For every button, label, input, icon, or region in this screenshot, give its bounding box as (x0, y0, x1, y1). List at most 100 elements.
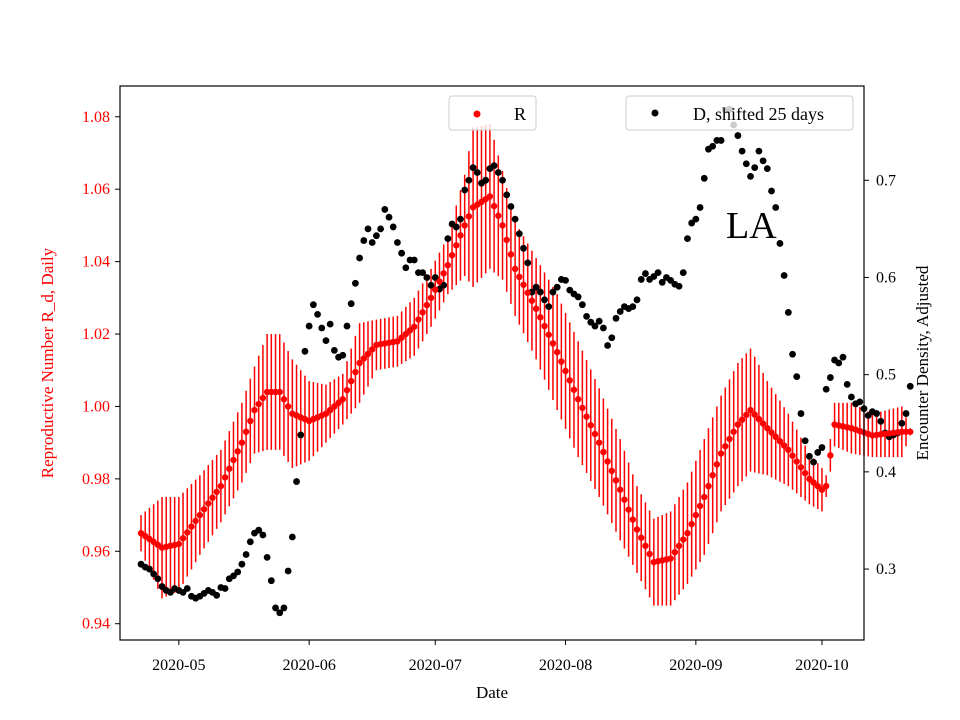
d-point (553, 283, 561, 291)
r-point (612, 477, 620, 484)
r-point (822, 482, 830, 490)
r-point (436, 278, 443, 285)
d-point (616, 308, 624, 315)
r-point (175, 540, 183, 548)
d-point (633, 296, 641, 304)
d-point (511, 215, 519, 223)
d-point (494, 169, 502, 176)
r-point (179, 535, 187, 542)
r-point (595, 439, 603, 446)
d-point (183, 585, 191, 592)
d-point (810, 458, 817, 466)
r-point (352, 368, 359, 376)
r-point (747, 406, 754, 414)
r-point (511, 265, 519, 273)
r-point (360, 355, 367, 362)
d-point (877, 417, 885, 425)
r-point (184, 529, 191, 536)
r-point (545, 331, 552, 338)
d-point (772, 204, 780, 211)
d-point (814, 449, 822, 456)
d-point (751, 164, 759, 172)
r-point (213, 488, 220, 496)
d-point (637, 276, 645, 283)
r-point (448, 252, 456, 259)
r-point (755, 415, 763, 423)
d-point (801, 437, 809, 445)
r-point (701, 493, 708, 501)
d-point (675, 282, 683, 290)
d-point (469, 164, 477, 172)
r-point (726, 435, 733, 443)
r-point (255, 400, 262, 408)
r-point (633, 526, 641, 533)
r-point (188, 523, 195, 530)
r-point (528, 297, 536, 304)
r-point (242, 428, 250, 435)
r-point (684, 529, 691, 537)
d-point (898, 419, 906, 427)
r-point (717, 450, 725, 457)
r-point (776, 438, 784, 445)
d-point (267, 577, 275, 585)
x-tick-label: 2020-08 (539, 657, 592, 674)
legend-r: R (448, 95, 537, 131)
r-point (600, 448, 607, 456)
r-point (209, 494, 216, 501)
d-point (873, 410, 881, 417)
r-point (247, 417, 254, 425)
right-y-tick-label: 0.5 (876, 367, 896, 384)
r-point (646, 550, 653, 558)
r-point (461, 222, 468, 229)
r-point (629, 516, 637, 523)
legend-d-label: D, shifted 25 days (693, 104, 824, 124)
legend-d-frame (625, 95, 854, 131)
r-point (221, 474, 229, 481)
r-point (280, 396, 288, 403)
d-point (562, 276, 569, 284)
r-point (520, 281, 527, 288)
d-point (377, 225, 385, 233)
r-series-points (137, 193, 914, 566)
d-point (549, 288, 557, 296)
r-point (722, 443, 729, 450)
right-y-tick-label: 0.6 (876, 269, 896, 286)
right-y-tick-label: 0.4 (876, 464, 896, 481)
r-point (398, 334, 405, 341)
r-point (772, 433, 779, 441)
d-point (499, 176, 506, 184)
legend-d-marker (651, 109, 659, 117)
r-point (688, 520, 695, 528)
d-point (452, 223, 460, 231)
d-point (419, 269, 427, 277)
r-point (394, 338, 401, 345)
r-point (423, 301, 431, 309)
d-point (595, 317, 603, 325)
r-point (801, 469, 809, 477)
r-point (427, 294, 435, 302)
r-point (667, 555, 674, 562)
d-point (604, 342, 611, 349)
r-point (432, 286, 439, 293)
r-point (827, 452, 834, 459)
x-tick-label: 2020-09 (669, 657, 722, 674)
r-point (364, 350, 372, 358)
right-y-axis-label: Encounter Density, Adjusted (913, 265, 932, 460)
d-point (368, 239, 376, 246)
d-point (608, 334, 616, 342)
r-point (356, 359, 363, 367)
d-point (351, 279, 359, 287)
right-y-tick-label: 0.7 (876, 172, 896, 189)
r-point (642, 542, 649, 550)
legend-r-frame (448, 95, 537, 131)
d-series-points (137, 105, 914, 617)
r-point (465, 213, 473, 220)
d-point (805, 452, 813, 460)
r-point (705, 482, 712, 490)
r-point (524, 289, 531, 296)
d-point (826, 374, 834, 381)
r-point (570, 386, 578, 393)
d-point (259, 531, 267, 539)
d-point (532, 283, 540, 291)
r-point (617, 486, 624, 493)
